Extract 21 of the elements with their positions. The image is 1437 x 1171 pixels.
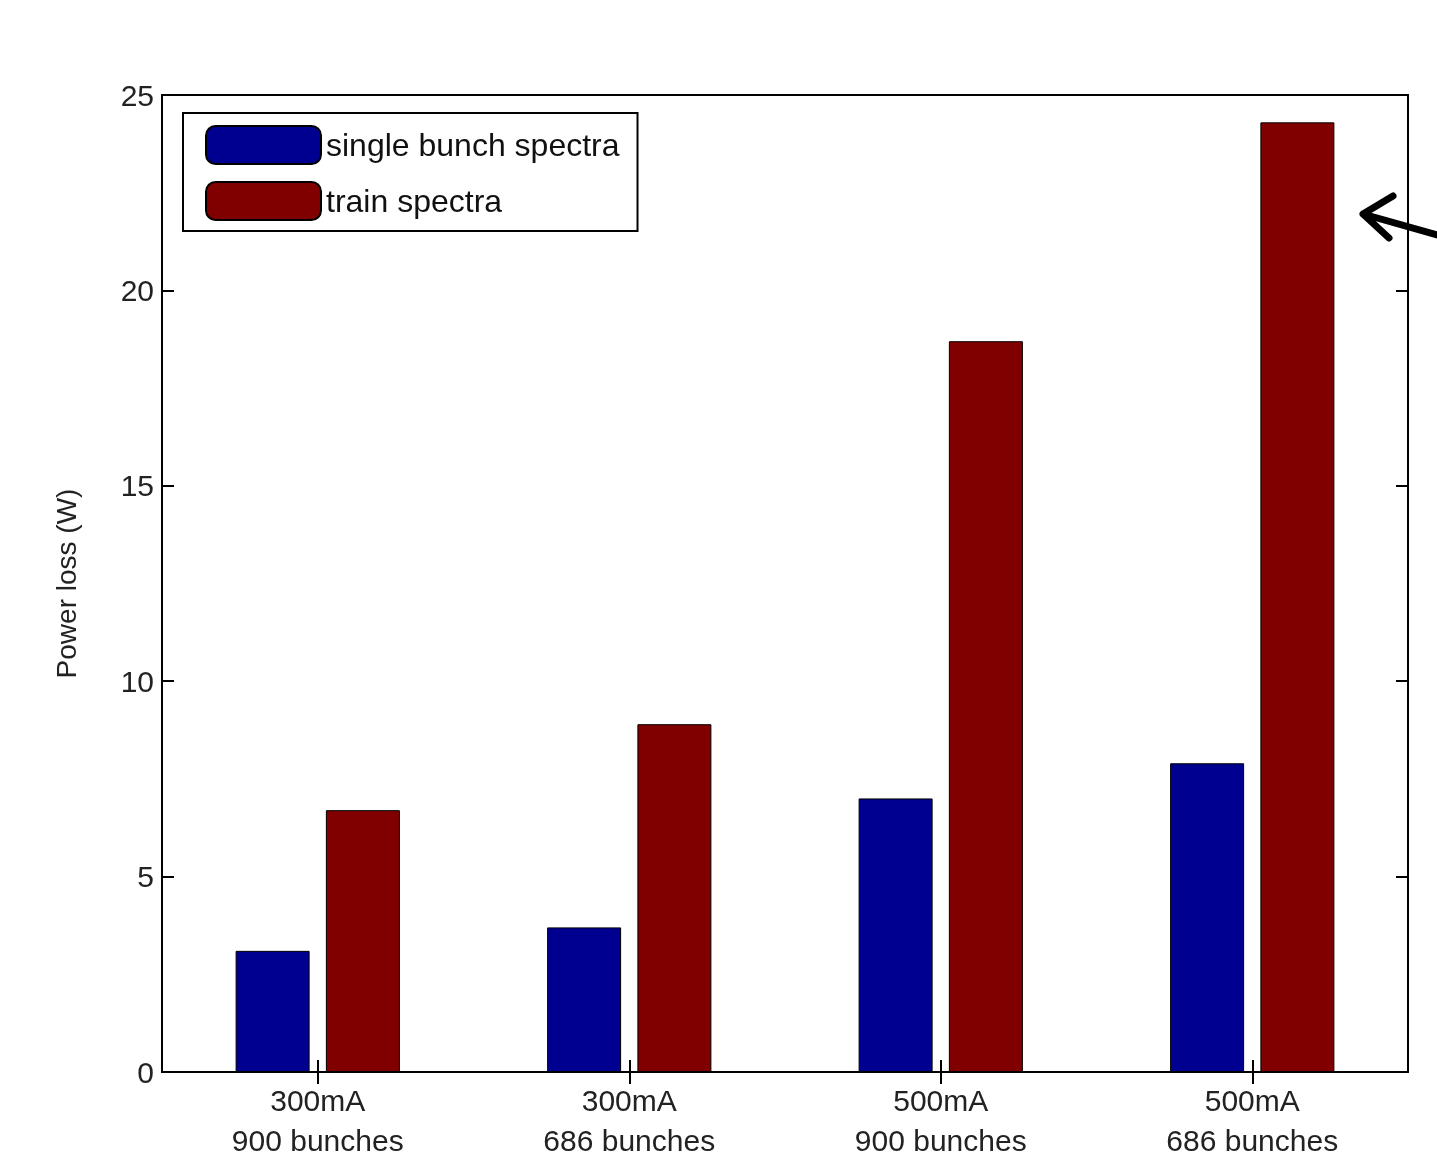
bar (325, 810, 400, 1072)
y-tick-label: 20 (120, 273, 154, 307)
y-axis-title: Power loss (W) (50, 488, 82, 679)
x-tick-label: 300mA 900 bunches (231, 1083, 404, 1157)
bar (235, 950, 310, 1072)
y-tick-label: 15 (120, 469, 154, 503)
y-tick-label: 5 (137, 860, 154, 894)
x-tick-label: 500mA 900 bunches (854, 1083, 1027, 1157)
legend-label: single bunch spectra (326, 127, 620, 163)
x-tick-label: 500mA 686 bunches (1166, 1083, 1339, 1157)
bar (1170, 763, 1245, 1072)
bar (858, 798, 933, 1072)
x-tick-label: 300mA 686 bunches (543, 1083, 716, 1157)
y-tick-label: 25 (120, 78, 154, 112)
bar (948, 341, 1023, 1072)
legend-label: train spectra (326, 183, 503, 219)
y-tick-label: 10 (120, 664, 154, 698)
y-tick-label: 0 (137, 1055, 154, 1089)
bar (547, 927, 622, 1072)
bar (637, 724, 712, 1072)
bar (1260, 122, 1335, 1072)
